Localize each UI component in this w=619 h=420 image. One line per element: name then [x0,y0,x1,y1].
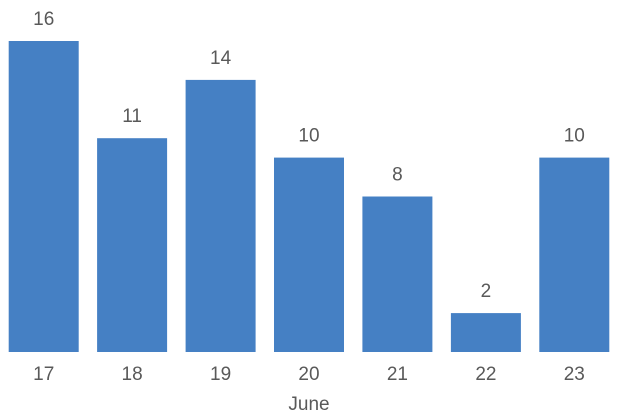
x-tick-labels-group: 17 18 19 20 21 22 23 [33,364,585,385]
x-tick-label-22: 22 [475,364,496,385]
data-labels-group: 16 11 14 10 8 2 10 [33,9,585,302]
bar-17 [8,41,79,352]
x-axis-title: June [288,394,329,415]
x-tick-label-23: 23 [564,364,585,385]
bar-19 [185,79,256,353]
bar-23 [539,157,610,352]
data-label-23: 10 [564,126,585,147]
data-label-20: 10 [298,126,319,147]
x-tick-label-21: 21 [387,364,408,385]
data-label-17: 16 [33,9,54,30]
bars-group [8,41,610,353]
x-tick-label-20: 20 [298,364,319,385]
x-tick-label-17: 17 [33,364,54,385]
x-tick-label-19: 19 [210,364,231,385]
data-label-18: 11 [122,106,142,127]
bar-18 [97,138,168,352]
bar-22 [450,313,521,352]
x-tick-label-18: 18 [122,364,143,385]
data-label-22: 2 [481,281,492,302]
bar-20 [274,157,344,352]
data-label-21: 8 [392,165,403,186]
bar-21 [362,196,433,352]
data-label-19: 14 [210,48,232,69]
